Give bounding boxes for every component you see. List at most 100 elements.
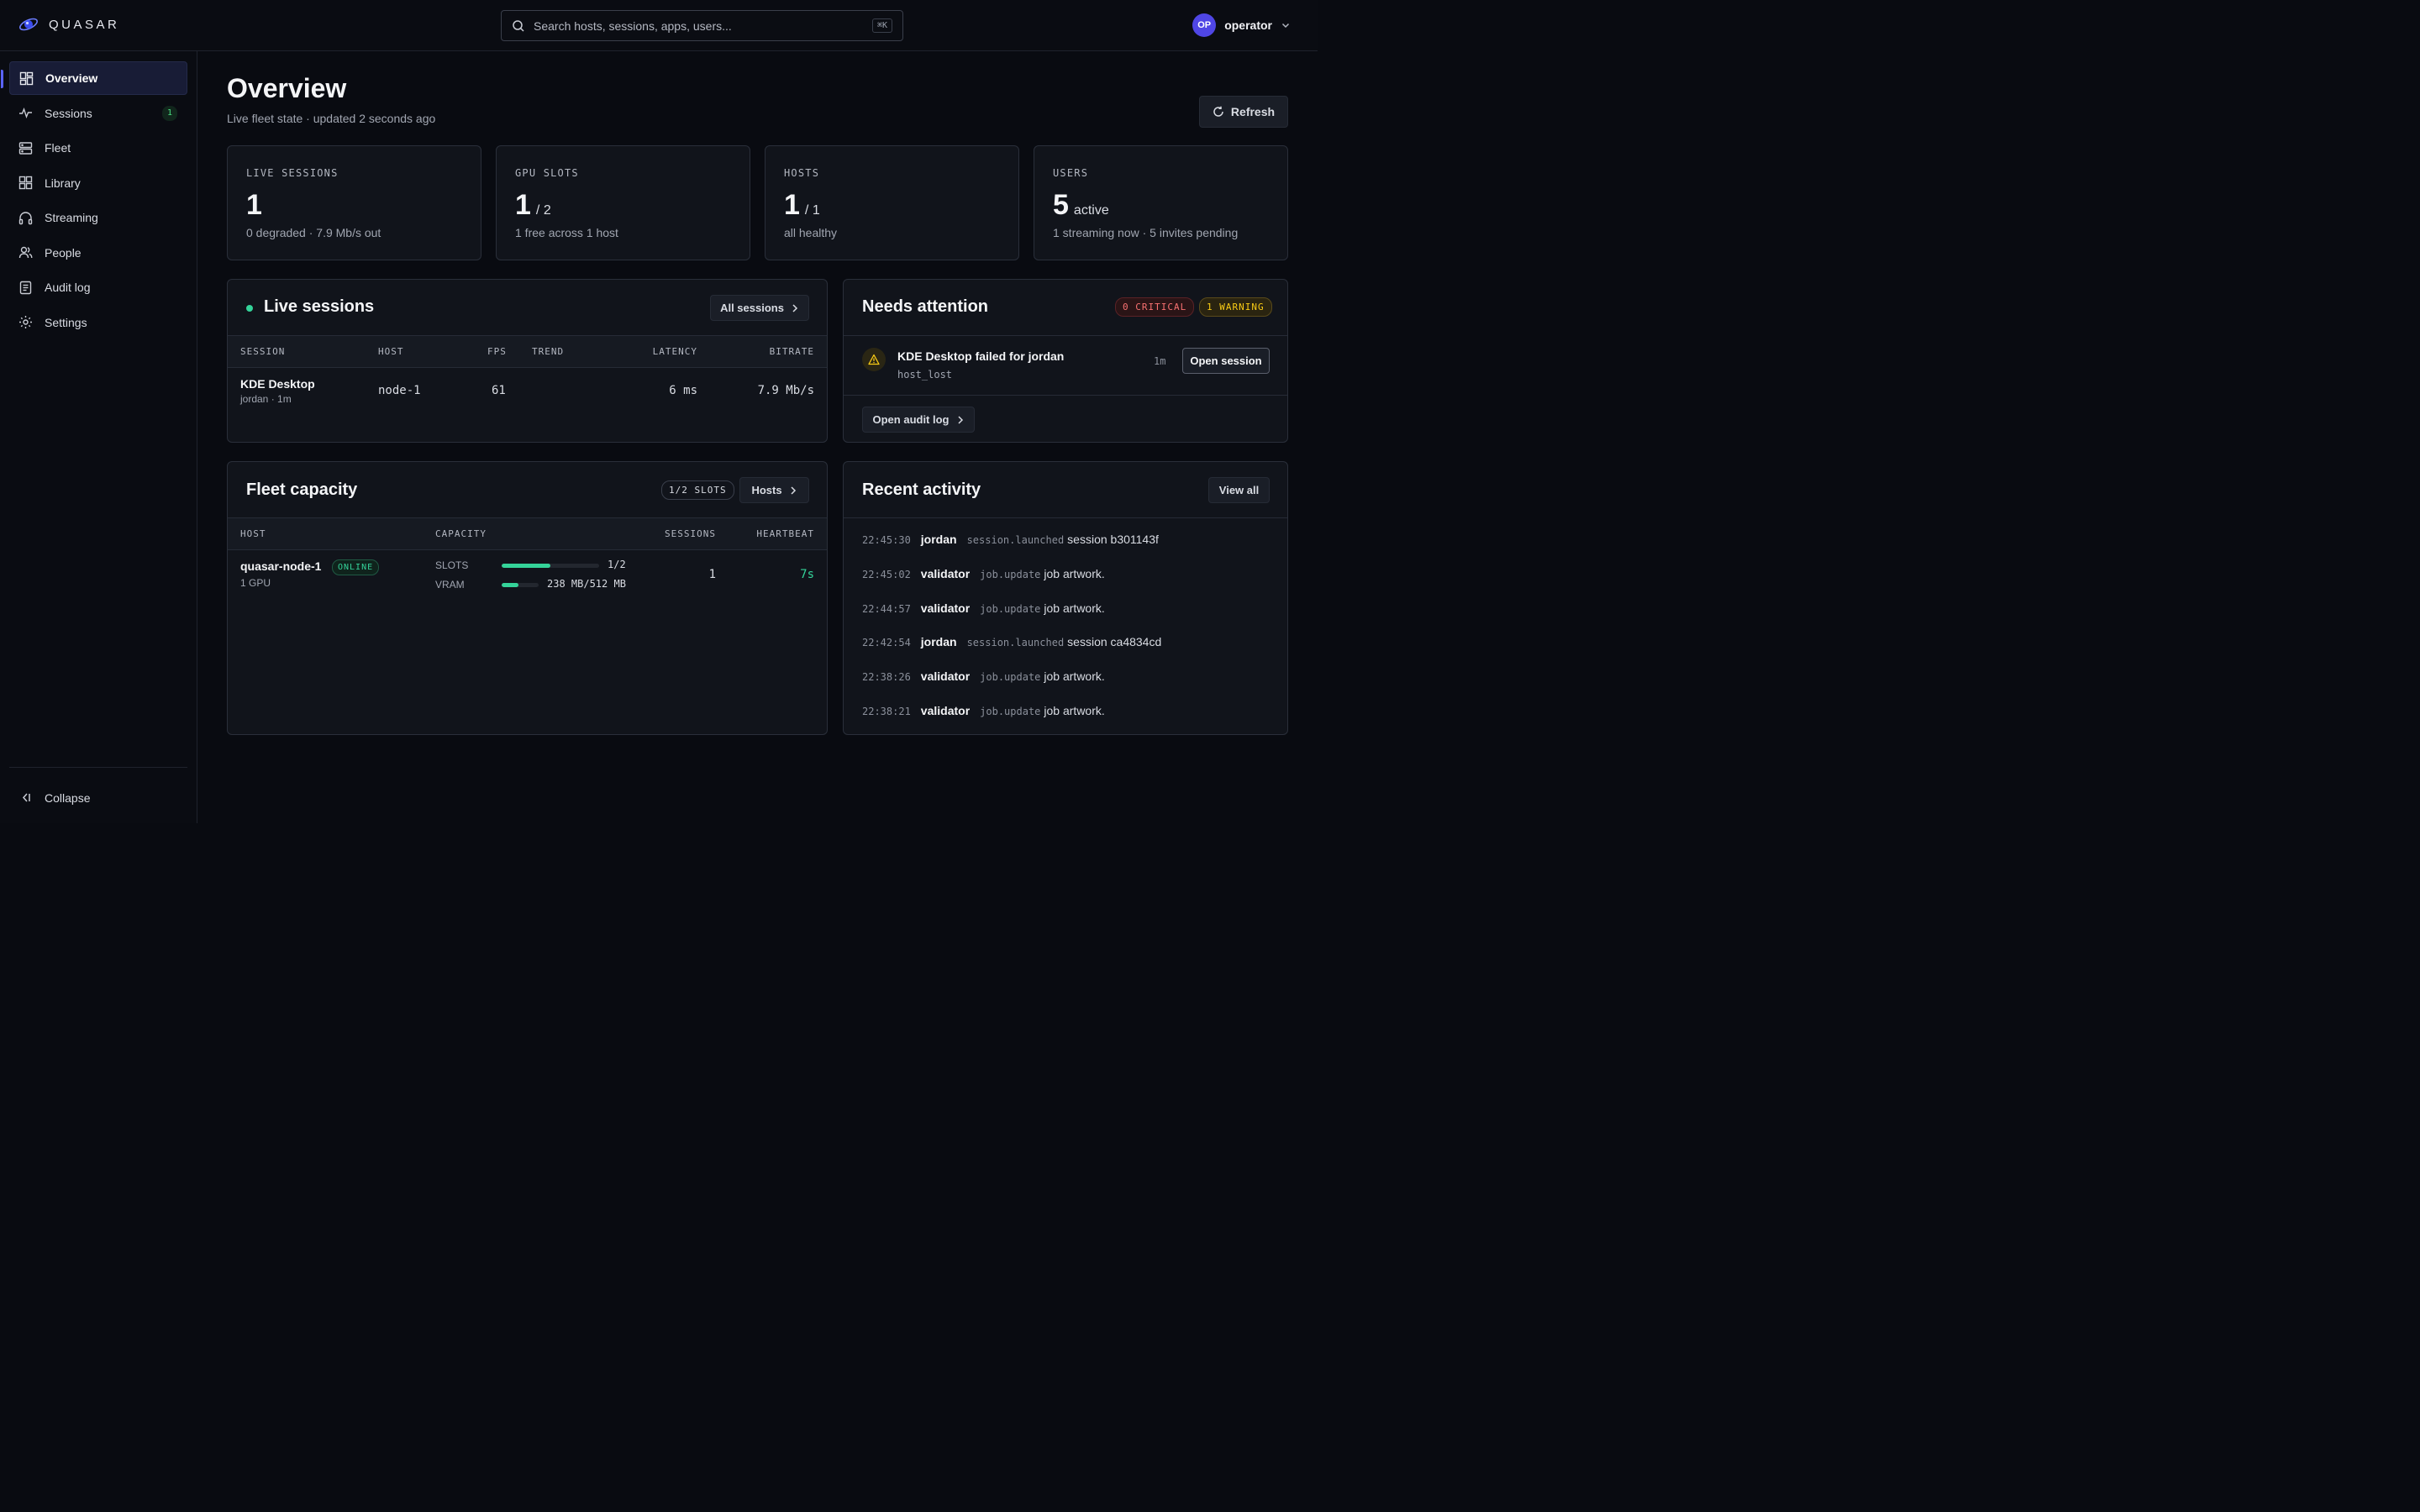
sessions-count-badge: 1 <box>162 105 177 121</box>
activity-time: 22:42:54 <box>862 637 911 648</box>
sidebar-divider <box>9 767 187 768</box>
sidebar-item-sessions[interactable]: Sessions 1 <box>9 97 187 130</box>
stat-card-hosts: HOSTS 1 / 1 all healthy <box>765 145 1019 260</box>
sidebar-item-library[interactable]: Library <box>9 166 187 200</box>
collapse-button[interactable]: Collapse <box>18 790 90 805</box>
activity-item[interactable]: 22:45:02 validator job.update job artwor… <box>862 567 1105 580</box>
table-row[interactable]: KDE Desktop jordan · 1m node-1 61 6 ms 7… <box>228 369 827 412</box>
open-session-button[interactable]: Open session <box>1182 348 1270 374</box>
search-input[interactable] <box>534 18 864 33</box>
stat-value: 5 active <box>1053 189 1109 222</box>
sidebar-item-label: Audit log <box>45 281 91 294</box>
stat-label: USERS <box>1053 167 1089 179</box>
activity-item[interactable]: 22:38:26 validator job.update job artwor… <box>862 669 1105 683</box>
refresh-icon <box>1213 106 1224 118</box>
table-row[interactable]: quasar-node-1 ONLINE 1 GPU SLOTS 1/2 VRA… <box>228 551 827 601</box>
view-all-label: View all <box>1218 484 1260 496</box>
user-name: operator <box>1224 18 1272 32</box>
sidebar-nav: Overview Sessions 1 Fleet Library Stream… <box>1 61 187 340</box>
column-header-heartbeat: HEARTBEAT <box>756 528 814 539</box>
vram-value: 238 MB/512 MB <box>547 578 626 590</box>
hosts-button-label: Hosts <box>751 484 782 496</box>
sidebar-item-fleet[interactable]: Fleet <box>9 131 187 165</box>
view-all-button[interactable]: View all <box>1208 477 1270 503</box>
sidebar-item-label: Overview <box>45 71 98 85</box>
attention-item-title: KDE Desktop failed for jordan <box>897 349 1065 363</box>
users-icon <box>18 245 33 260</box>
server-icon <box>18 141 33 155</box>
refresh-button[interactable]: Refresh <box>1199 96 1288 128</box>
stat-description: 1 free across 1 host <box>515 226 618 239</box>
activity-time: 22:45:02 <box>862 569 911 580</box>
open-session-label: Open session <box>1190 354 1262 367</box>
attention-item-age: 1m <box>1154 355 1166 367</box>
stat-suffix: / 1 <box>804 203 820 218</box>
vram-label: VRAM <box>435 579 465 591</box>
global-search[interactable]: ⌘K <box>501 10 903 41</box>
table-header: SESSION HOST FPS TREND LATENCY BITRATE <box>228 335 827 368</box>
sidebar-item-streaming[interactable]: Streaming <box>9 201 187 234</box>
host-heartbeat: 7s <box>800 568 814 581</box>
user-menu[interactable]: OP operator <box>1192 13 1291 37</box>
sidebar-item-label: Library <box>45 176 81 190</box>
chevron-right-icon <box>791 303 799 313</box>
activity-time: 22:38:21 <box>862 706 911 717</box>
top-bar: QUASAR ⌘K OP operator <box>0 0 1318 51</box>
stat-card-gpu-slots: GPU SLOTS 1 / 2 1 free across 1 host <box>496 145 750 260</box>
document-icon <box>18 281 33 295</box>
sidebar-item-settings[interactable]: Settings <box>9 306 187 339</box>
warning-icon <box>862 348 886 371</box>
search-icon <box>512 19 525 33</box>
activity-item[interactable]: 22:42:54 jordan session.launched session… <box>862 635 1161 648</box>
activity-text: job artwork. <box>1044 669 1105 683</box>
activity-item[interactable]: 22:45:30 jordan session.launched session… <box>862 533 1159 546</box>
brand-name: QUASAR <box>49 17 120 32</box>
column-header-sessions: SESSIONS <box>665 528 716 539</box>
stat-number: 1 <box>515 189 531 221</box>
session-meta: jordan · 1m <box>240 393 292 405</box>
fleet-capacity-card: Fleet capacity 1/2 SLOTS Hosts HOST CAPA… <box>227 461 828 735</box>
activity-item[interactable]: 22:44:57 validator job.update job artwor… <box>862 601 1105 615</box>
hosts-button[interactable]: Hosts <box>739 477 809 503</box>
activity-user: jordan <box>920 533 957 546</box>
slots-label: SLOTS <box>435 559 469 571</box>
sidebar-item-label: Fleet <box>45 141 71 155</box>
activity-time: 22:38:26 <box>862 671 911 683</box>
open-audit-log-label: Open audit log <box>872 413 950 426</box>
activity-item[interactable]: 22:38:21 validator job.update job artwor… <box>862 704 1105 717</box>
sidebar-item-people[interactable]: People <box>9 236 187 270</box>
activity-divider <box>844 517 1287 518</box>
activity-user: validator <box>920 601 971 615</box>
sidebar-item-label: Settings <box>45 315 87 329</box>
live-indicator-dot <box>246 305 253 312</box>
table-header: HOST CAPACITY SESSIONS HEARTBEAT <box>228 517 827 550</box>
column-header-bitrate: BITRATE <box>769 346 814 357</box>
stat-value: 1 / 1 <box>784 189 820 222</box>
stat-description: 0 degraded · 7.9 Mb/s out <box>246 226 381 239</box>
sidebar-item-label: People <box>45 245 82 260</box>
column-header-fps: FPS <box>487 346 507 357</box>
activity-event: job.update <box>980 603 1041 615</box>
live-sessions-card: Live sessions All sessions SESSION HOST … <box>227 279 828 443</box>
headphones-icon <box>18 211 33 225</box>
vram-progress-fill <box>502 583 519 587</box>
stat-value: 1 <box>246 189 267 222</box>
stat-suffix: / 2 <box>535 203 551 218</box>
stat-number: 1 <box>246 189 262 221</box>
activity-text: job artwork. <box>1044 704 1105 717</box>
activity-time: 22:44:57 <box>862 603 911 615</box>
open-audit-log-button[interactable]: Open audit log <box>862 407 975 433</box>
brand[interactable]: QUASAR <box>18 14 119 34</box>
warning-count-badge: 1 WARNING <box>1199 297 1272 317</box>
activity-user: validator <box>920 567 971 580</box>
column-header-latency: LATENCY <box>652 346 697 357</box>
activity-text: session b301143f <box>1067 533 1159 546</box>
sidebar-item-label: Sessions <box>45 106 92 120</box>
column-header-host: HOST <box>378 346 404 357</box>
all-sessions-button[interactable]: All sessions <box>710 295 809 321</box>
activity-event: session.launched <box>966 637 1065 648</box>
grid-icon <box>19 71 34 86</box>
sidebar-item-audit-log[interactable]: Audit log <box>9 270 187 304</box>
collapse-label: Collapse <box>45 790 91 805</box>
sidebar-item-overview[interactable]: Overview <box>1 61 187 95</box>
